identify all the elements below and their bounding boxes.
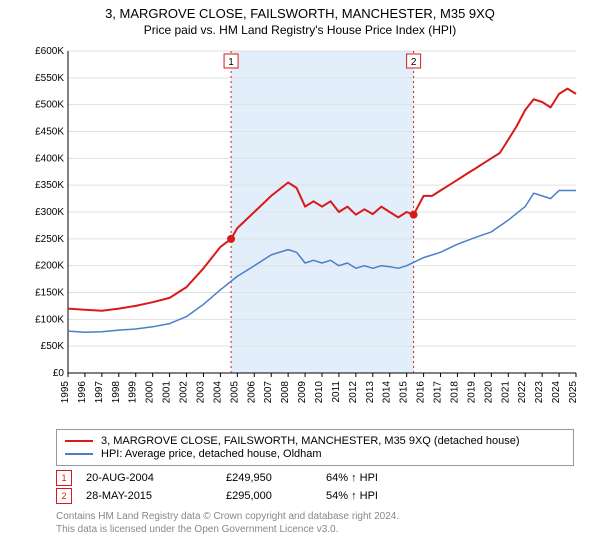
svg-text:2020: 2020 <box>483 381 494 404</box>
chart-area: £0 £50K £100K £150K £200K £250K £300K £350K £400… <box>24 43 584 423</box>
title-address: 3, MARGROVE CLOSE, FAILSWORTH, MANCHESTE… <box>0 6 600 21</box>
sale-hpi: 54% ↑ HPI <box>326 490 446 502</box>
sale-price: £249,950 <box>226 472 326 484</box>
svg-text:2014: 2014 <box>382 381 393 404</box>
sale-row: 2 28-MAY-2015 £295,000 54% ↑ HPI <box>56 488 556 504</box>
svg-text:1997: 1997 <box>94 381 105 404</box>
svg-text:2001: 2001 <box>162 381 173 404</box>
svg-text:2003: 2003 <box>195 381 206 404</box>
sale-marker-badge: 2 <box>56 488 72 504</box>
svg-text:2019: 2019 <box>466 381 477 404</box>
svg-text:2011: 2011 <box>331 381 342 403</box>
sale-price: £295,000 <box>226 490 326 502</box>
svg-text:1995: 1995 <box>60 381 71 404</box>
svg-text:2022: 2022 <box>517 381 528 404</box>
sale-hpi: 64% ↑ HPI <box>326 472 446 484</box>
legend: 3, MARGROVE CLOSE, FAILSWORTH, MANCHESTE… <box>56 429 574 466</box>
svg-text:2023: 2023 <box>534 381 545 404</box>
svg-text:£100K: £100K <box>35 314 64 325</box>
svg-text:2005: 2005 <box>229 381 240 404</box>
svg-text:2012: 2012 <box>348 381 359 404</box>
svg-text:2025: 2025 <box>568 381 579 404</box>
sale-date: 20-AUG-2004 <box>86 472 226 484</box>
svg-text:£0: £0 <box>53 368 65 379</box>
svg-text:£500K: £500K <box>35 100 64 111</box>
svg-text:1999: 1999 <box>128 381 139 404</box>
svg-text:£600K: £600K <box>35 46 64 57</box>
sale-marker-badge: 1 <box>56 470 72 486</box>
svg-text:£400K: £400K <box>35 153 64 164</box>
svg-text:2000: 2000 <box>145 381 156 404</box>
sale-row: 1 20-AUG-2004 £249,950 64% ↑ HPI <box>56 470 556 486</box>
svg-text:2006: 2006 <box>246 381 257 404</box>
svg-text:1: 1 <box>228 57 234 68</box>
svg-text:2004: 2004 <box>212 381 223 404</box>
svg-text:2015: 2015 <box>399 381 410 404</box>
svg-text:£50K: £50K <box>41 341 65 352</box>
sale-date: 28-MAY-2015 <box>86 490 226 502</box>
svg-text:£300K: £300K <box>35 207 64 218</box>
svg-text:2009: 2009 <box>297 381 308 404</box>
chart-titles: 3, MARGROVE CLOSE, FAILSWORTH, MANCHESTE… <box>0 0 600 37</box>
legend-swatch <box>65 440 93 442</box>
sale-events: 1 20-AUG-2004 £249,950 64% ↑ HPI 2 28-MA… <box>56 470 556 504</box>
legend-label: 3, MARGROVE CLOSE, FAILSWORTH, MANCHESTE… <box>101 435 520 447</box>
svg-text:2008: 2008 <box>280 381 291 404</box>
svg-text:2017: 2017 <box>433 381 444 404</box>
svg-text:2002: 2002 <box>179 381 190 404</box>
svg-text:2013: 2013 <box>365 381 376 404</box>
svg-text:£550K: £550K <box>35 73 64 84</box>
legend-row: HPI: Average price, detached house, Oldh… <box>65 448 565 460</box>
svg-text:2: 2 <box>411 57 417 68</box>
legend-swatch <box>65 453 93 455</box>
title-subtitle: Price paid vs. HM Land Registry's House … <box>0 23 600 37</box>
svg-text:£200K: £200K <box>35 261 64 272</box>
line-chart: £0 £50K £100K £150K £200K £250K £300K £350K £400… <box>24 43 584 423</box>
svg-text:£250K: £250K <box>35 234 64 245</box>
legend-row: 3, MARGROVE CLOSE, FAILSWORTH, MANCHESTE… <box>65 435 565 447</box>
svg-text:2016: 2016 <box>416 381 427 404</box>
svg-text:2024: 2024 <box>551 381 562 404</box>
copyright-footnote: Contains HM Land Registry data © Crown c… <box>56 510 556 536</box>
legend-label: HPI: Average price, detached house, Oldh… <box>101 448 322 460</box>
svg-text:2010: 2010 <box>314 381 325 404</box>
svg-text:2018: 2018 <box>449 381 460 404</box>
svg-text:2007: 2007 <box>263 381 274 404</box>
svg-text:1998: 1998 <box>111 381 122 404</box>
svg-text:1996: 1996 <box>77 381 88 404</box>
svg-text:£450K: £450K <box>35 127 64 138</box>
svg-text:£350K: £350K <box>35 180 64 191</box>
svg-text:£150K: £150K <box>35 288 64 299</box>
svg-text:2021: 2021 <box>500 381 511 404</box>
